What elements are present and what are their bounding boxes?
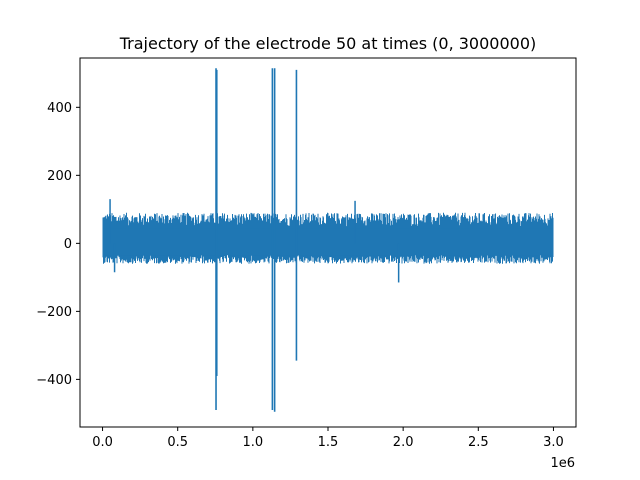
x-tick-label: 2.5 (468, 435, 489, 450)
y-axis: −400 −200 0 200 400 (36, 101, 80, 388)
y-tick-label: 400 (47, 101, 72, 116)
x-offset-label: 1e6 (550, 456, 575, 471)
signal-core (103, 228, 553, 256)
y-tick-label: −200 (36, 305, 72, 320)
x-tick-label: 0.0 (92, 435, 113, 450)
x-tick-label: 0.5 (167, 435, 188, 450)
plot-area (102, 68, 554, 412)
chart-title: Trajectory of the electrode 50 at times … (119, 34, 537, 53)
y-tick-label: −400 (36, 373, 72, 388)
x-tick-label: 1.0 (243, 435, 264, 450)
x-axis: 0.0 0.5 1.0 1.5 2.0 2.5 3.0 (92, 427, 564, 450)
x-tick-label: 2.0 (393, 435, 414, 450)
x-tick-label: 1.5 (318, 435, 339, 450)
y-tick-label: 0 (64, 237, 72, 252)
x-tick-label: 3.0 (543, 435, 564, 450)
y-tick-label: 200 (47, 169, 72, 184)
